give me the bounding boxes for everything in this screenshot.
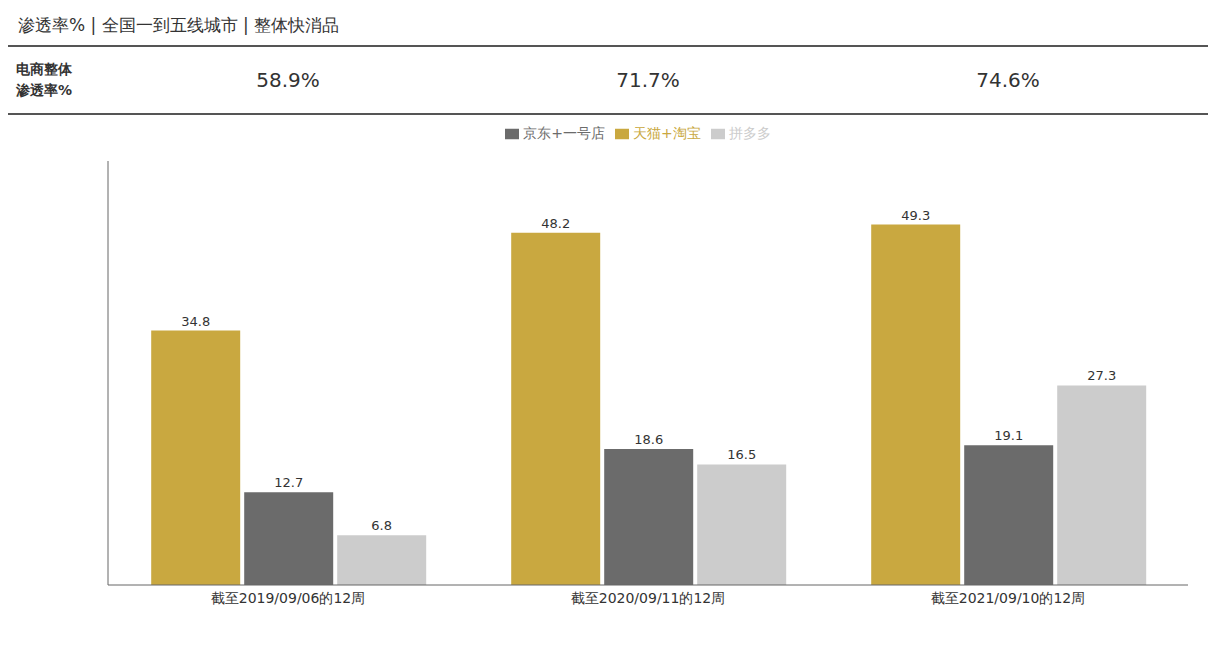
html-text:71.7%: 71.7%: [616, 68, 680, 92]
html-text:58.9%: 58.9%: [256, 68, 320, 92]
svg-text:12.7: 12.7: [274, 475, 303, 490]
svg-text:18.6: 18.6: [634, 432, 663, 447]
svg-text:48.2: 48.2: [541, 216, 570, 231]
html-text:电商整体 渗透率%: 电商整体 渗透率%: [16, 61, 72, 98]
html-text:天猫+淘宝: 天猫+淘宝: [633, 125, 701, 141]
svg-text:16.5: 16.5: [727, 447, 756, 462]
html-text:京东+一号店: 京东+一号店: [523, 125, 605, 141]
svg-text:截至2019/09/06的12周: 截至2019/09/06的12周: [211, 590, 366, 606]
html-text:渗透率% | 全国一到五线城市 | 整体快消品: 渗透率% | 全国一到五线城市 | 整体快消品: [18, 15, 340, 35]
svg-text:6.8: 6.8: [371, 518, 392, 533]
svg-text:27.3: 27.3: [1087, 368, 1116, 383]
svg-text:49.3: 49.3: [901, 208, 930, 223]
svg-text:19.1: 19.1: [994, 428, 1023, 443]
html-text:拼多多: 拼多多: [728, 125, 771, 141]
svg-text:截至2021/09/10的12周: 截至2021/09/10的12周: [931, 590, 1086, 606]
html-text:74.6%: 74.6%: [976, 68, 1040, 92]
svg-text:截至2020/09/11的12周: 截至2020/09/11的12周: [571, 590, 726, 606]
svg-text:34.8: 34.8: [181, 314, 210, 329]
